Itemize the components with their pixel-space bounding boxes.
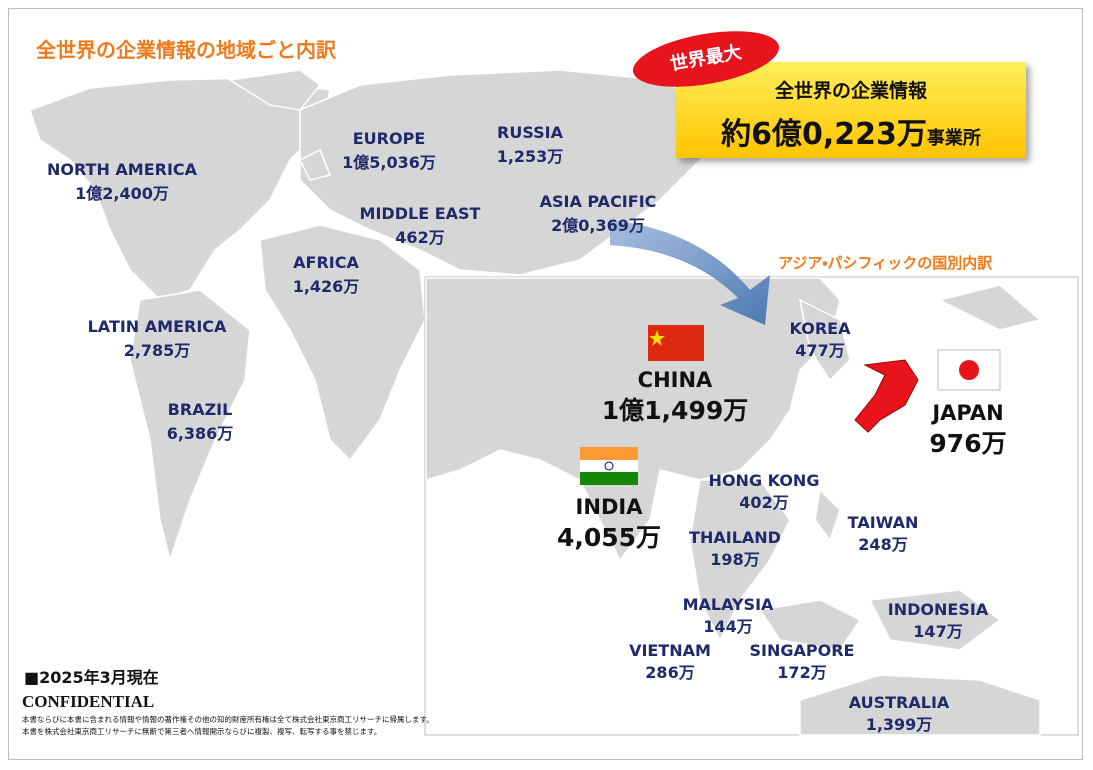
region-value: 2億0,369万: [551, 216, 645, 235]
world-map: [29, 69, 721, 563]
disclaimer: 本書を株式会社東京商工リサーチに無断で第三者へ情報開示ならびに複製、複写、転写す…: [22, 727, 382, 736]
date-note: ■2025年3月現在: [24, 668, 159, 687]
confidential: CONFIDENTIAL: [22, 692, 155, 711]
country-value: 147万: [913, 622, 963, 641]
total-label: 全世界の企業情報: [774, 80, 927, 102]
total-box: 全世界の企業情報 約6億0,223万事業所: [676, 62, 1026, 158]
country-value: 198万: [710, 550, 760, 569]
total-unit: 事業所: [926, 128, 981, 149]
region-name: EUROPE: [352, 129, 426, 148]
total-value: 約6億0,223万: [721, 117, 927, 152]
disclaimer: 本書ならびに本書に含まれる情報や情報の著作権その他の知的財産所有権は全て株式会社…: [22, 715, 434, 724]
country-value: 172万: [777, 663, 827, 682]
region-name: BRAZIL: [167, 400, 233, 419]
japan-shape: [854, 359, 919, 433]
country-name: SINGAPORE: [749, 641, 855, 660]
country-value: 976万: [929, 429, 1007, 458]
country-name: MALAYSIA: [682, 595, 774, 614]
inset-title: アジア・パシフィックの国別内訳: [778, 254, 993, 272]
region-value: 1,253万: [496, 147, 564, 166]
country-name: AUSTRALIA: [848, 693, 950, 712]
region-name: RUSSIA: [497, 123, 563, 142]
region-value: 1,426万: [292, 277, 360, 296]
title: 全世界の企業情報の地域ごと内訳: [36, 38, 336, 62]
region-name: NORTH AMERICA: [46, 160, 198, 179]
country-name: INDIA: [575, 495, 643, 519]
region-value: 2,785万: [123, 341, 191, 360]
frame: [8, 8, 1083, 760]
region-name: MIDDLE EAST: [359, 204, 481, 223]
country-name: CHINA: [637, 368, 713, 392]
country-name: KOREA: [789, 319, 851, 338]
country-name: VIETNAM: [629, 641, 711, 660]
country-name: THAILAND: [689, 528, 781, 547]
region-value: 1億5,036万: [342, 153, 436, 172]
region-value: 1億2,400万: [75, 184, 169, 203]
country-value: 1,399万: [865, 715, 933, 734]
country-name: TAIWAN: [847, 513, 919, 532]
country-value: 144万: [703, 617, 753, 636]
country-value: 477万: [795, 341, 845, 360]
japan-flag: [937, 349, 1001, 391]
region-value: 6,386万: [166, 424, 234, 443]
country-name: HONG KONG: [708, 471, 820, 490]
india-flag: [580, 447, 638, 485]
region-name: ASIA PACIFIC: [539, 192, 657, 211]
country-name: JAPAN: [932, 401, 1004, 425]
country-value: 248万: [858, 535, 908, 554]
country-value: 4,055万: [556, 523, 662, 552]
country-value: 402万: [739, 493, 789, 512]
country-name: INDONESIA: [887, 600, 989, 619]
asia-map: [425, 277, 1042, 736]
region-name: LATIN AMERICA: [87, 317, 227, 336]
region-name: AFRICA: [293, 253, 359, 272]
region-value: 462万: [395, 228, 445, 247]
country-value: 286万: [645, 663, 695, 682]
country-value: 1億1,499万: [601, 396, 749, 425]
arrow: [610, 220, 770, 325]
china-flag: [648, 325, 704, 361]
